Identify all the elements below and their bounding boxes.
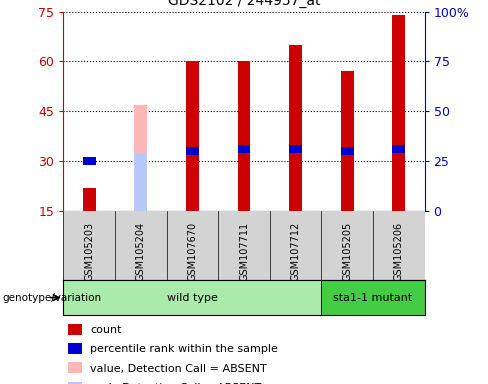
Bar xyxy=(238,145,250,153)
Bar xyxy=(63,280,322,315)
Bar xyxy=(238,61,250,211)
Text: GSM107712: GSM107712 xyxy=(290,222,301,281)
Text: sta1-1 mutant: sta1-1 mutant xyxy=(333,293,412,303)
Text: count: count xyxy=(90,325,122,335)
Text: rank, Detection Call = ABSENT: rank, Detection Call = ABSENT xyxy=(90,383,262,384)
Text: percentile rank within the sample: percentile rank within the sample xyxy=(90,344,278,354)
Bar xyxy=(341,147,354,155)
Bar xyxy=(134,153,147,211)
Bar xyxy=(289,45,302,211)
Bar xyxy=(289,145,302,153)
Text: genotype/variation: genotype/variation xyxy=(2,293,102,303)
Text: GSM107711: GSM107711 xyxy=(239,222,249,281)
Bar xyxy=(83,157,96,165)
Bar xyxy=(392,15,405,211)
Text: GSM105205: GSM105205 xyxy=(342,222,352,281)
Bar xyxy=(186,147,199,155)
Bar xyxy=(341,71,354,211)
Title: GDS2102 / 244957_at: GDS2102 / 244957_at xyxy=(168,0,320,8)
Text: wild type: wild type xyxy=(167,293,218,303)
Bar xyxy=(83,188,96,211)
Bar xyxy=(322,280,425,315)
Bar xyxy=(186,61,199,211)
Text: GSM105203: GSM105203 xyxy=(84,222,94,281)
Text: GSM105206: GSM105206 xyxy=(394,222,404,281)
Bar xyxy=(392,145,405,153)
Text: GSM107670: GSM107670 xyxy=(187,222,198,281)
Text: value, Detection Call = ABSENT: value, Detection Call = ABSENT xyxy=(90,364,267,374)
Text: GSM105204: GSM105204 xyxy=(136,222,146,281)
Bar xyxy=(134,105,147,211)
